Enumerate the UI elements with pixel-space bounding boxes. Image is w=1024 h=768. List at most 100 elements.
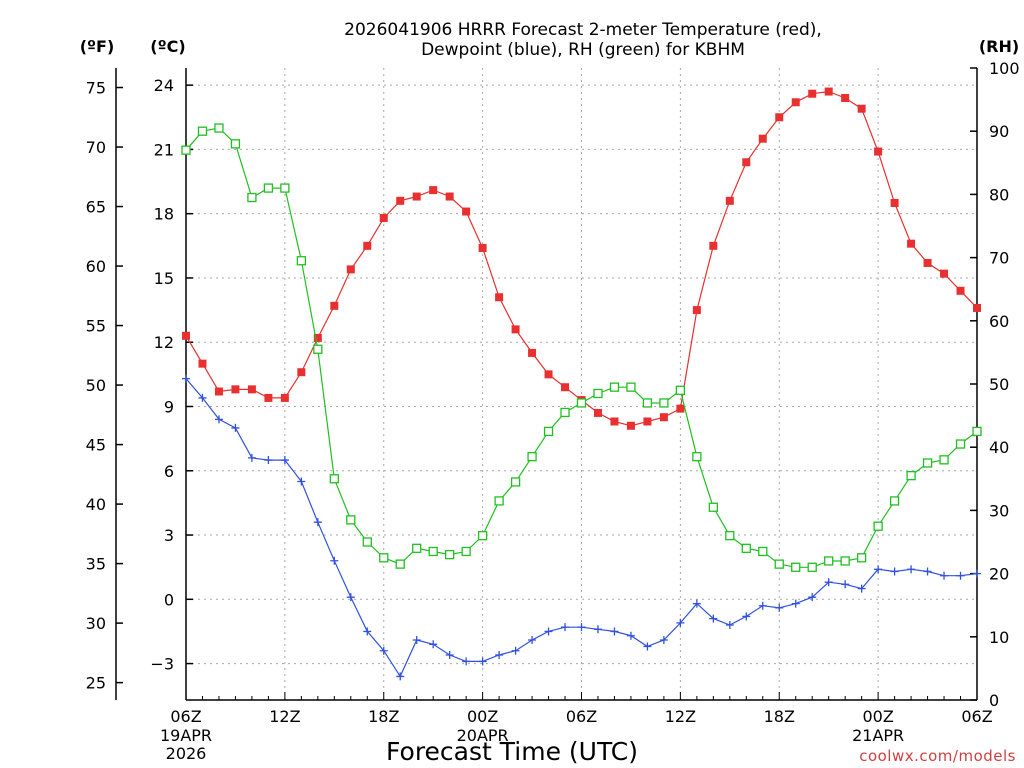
dewpoint-point	[280, 456, 289, 465]
celsius-tick-label: 18	[154, 205, 174, 224]
rh-point	[263, 183, 274, 193]
dewpoint-point	[841, 580, 850, 589]
fahrenheit-tick-label: 35	[86, 555, 106, 574]
chart-title-line2: Dewpoint (blue), RH (green) for KBHM	[421, 40, 745, 60]
temperature-point	[956, 286, 965, 295]
dewpoint-point	[626, 631, 635, 640]
rh-point	[972, 426, 982, 437]
dewpoint-point	[231, 423, 240, 432]
fahrenheit-tick-label: 65	[86, 198, 106, 217]
dewpoint-point	[495, 651, 504, 660]
temperature-point	[643, 417, 652, 426]
dewpoint-point	[659, 636, 668, 645]
dewpoint-point	[511, 646, 520, 655]
dewpoint-point	[198, 393, 207, 402]
temperature-point	[709, 241, 718, 250]
temperature-point	[511, 325, 520, 334]
dewpoint-point	[429, 640, 438, 649]
dewpoint-point	[214, 415, 223, 424]
x-tick-label: 12Z	[269, 707, 300, 726]
temperature-point	[973, 303, 981, 312]
dewpoint-point	[907, 565, 916, 574]
rh-point	[445, 549, 455, 560]
dewpoint-point	[824, 578, 833, 587]
rh-point	[609, 382, 620, 392]
temperature-point	[247, 385, 256, 394]
temperature-point	[495, 293, 504, 302]
rh-point	[197, 126, 208, 136]
temperature-point	[808, 89, 817, 98]
temperature-point	[923, 258, 932, 267]
temperature-point	[791, 98, 800, 107]
dewpoint-point	[313, 518, 322, 527]
x-date-label: 19APR	[160, 726, 212, 745]
temperature-point	[280, 393, 289, 402]
rh-point	[379, 553, 389, 563]
rh-point	[741, 543, 751, 553]
rh-point	[461, 546, 471, 557]
chart-title-line1: 2026041906 HRRR Forecast 2-meter Tempera…	[344, 20, 822, 40]
rh-tick-label: 20	[989, 565, 1009, 584]
fahrenheit-tick-label: 60	[86, 257, 106, 276]
rh-point	[395, 559, 405, 569]
dewpoint-point	[346, 593, 355, 602]
rh-tick-label: 40	[989, 438, 1009, 457]
rh-point	[807, 562, 817, 572]
x-tick-label: 12Z	[665, 707, 696, 726]
dewpoint-point	[264, 456, 273, 465]
dewpoint-point	[330, 556, 339, 565]
temperature-point	[610, 417, 619, 426]
dewpoint-point	[725, 621, 734, 630]
dewpoint-point	[643, 642, 652, 651]
dewpoint-point	[775, 603, 784, 612]
temperature-point	[297, 368, 306, 377]
celsius-tick-label: −3	[150, 655, 174, 674]
temperature-point	[379, 213, 388, 222]
fahrenheit-tick-label: 45	[86, 436, 106, 455]
rh-point	[955, 439, 966, 449]
dewpoint-point	[709, 614, 718, 623]
celsius-tick-label: 6	[164, 462, 174, 481]
fahrenheit-tick-label: 75	[86, 79, 106, 98]
dewpoint-point	[874, 565, 883, 574]
fahrenheit-tick-label: 70	[86, 138, 106, 157]
rh-tick-label: 100	[989, 59, 1020, 78]
temperature-point	[758, 134, 767, 143]
rh-tick-label: 50	[989, 375, 1009, 394]
dewpoint-point	[412, 636, 421, 645]
rh-point	[856, 553, 867, 563]
dewpoint-point	[577, 623, 586, 632]
temperature-point	[676, 404, 685, 413]
dewpoint-point	[528, 636, 537, 645]
x-date-label: 20APR	[457, 726, 509, 745]
rh-point	[692, 452, 702, 462]
dewpoint-point	[379, 646, 388, 655]
rh-point	[214, 123, 224, 133]
axes	[115, 67, 978, 701]
dewpoint-point	[676, 618, 685, 627]
temperature-point	[182, 331, 190, 340]
temperature-point	[593, 408, 602, 417]
fahrenheit-tick-label: 40	[86, 495, 106, 514]
dewpoint-point	[396, 672, 405, 681]
dewpoint-point	[478, 657, 487, 666]
credit-label: coolwx.com/models	[859, 747, 1016, 765]
dewpoint-point	[923, 567, 932, 576]
x-tick-label: 06Z	[566, 707, 597, 726]
rh-point	[824, 556, 834, 566]
temperature-point	[462, 207, 471, 216]
rh-point	[675, 385, 686, 395]
fahrenheit-tick-label: 25	[86, 674, 106, 693]
celsius-tick-label: 9	[164, 397, 174, 416]
temperature-point	[346, 265, 355, 274]
series-dewpoint	[182, 374, 981, 681]
x-tick-label: 00Z	[862, 707, 893, 726]
temperature-point	[659, 413, 668, 422]
temperature-point	[940, 269, 949, 278]
rh-point	[889, 496, 900, 506]
rh-tick-label: 90	[989, 122, 1009, 141]
dewpoint-point	[692, 599, 701, 608]
temperature-point	[874, 147, 883, 156]
celsius-tick-label: 15	[154, 269, 174, 288]
